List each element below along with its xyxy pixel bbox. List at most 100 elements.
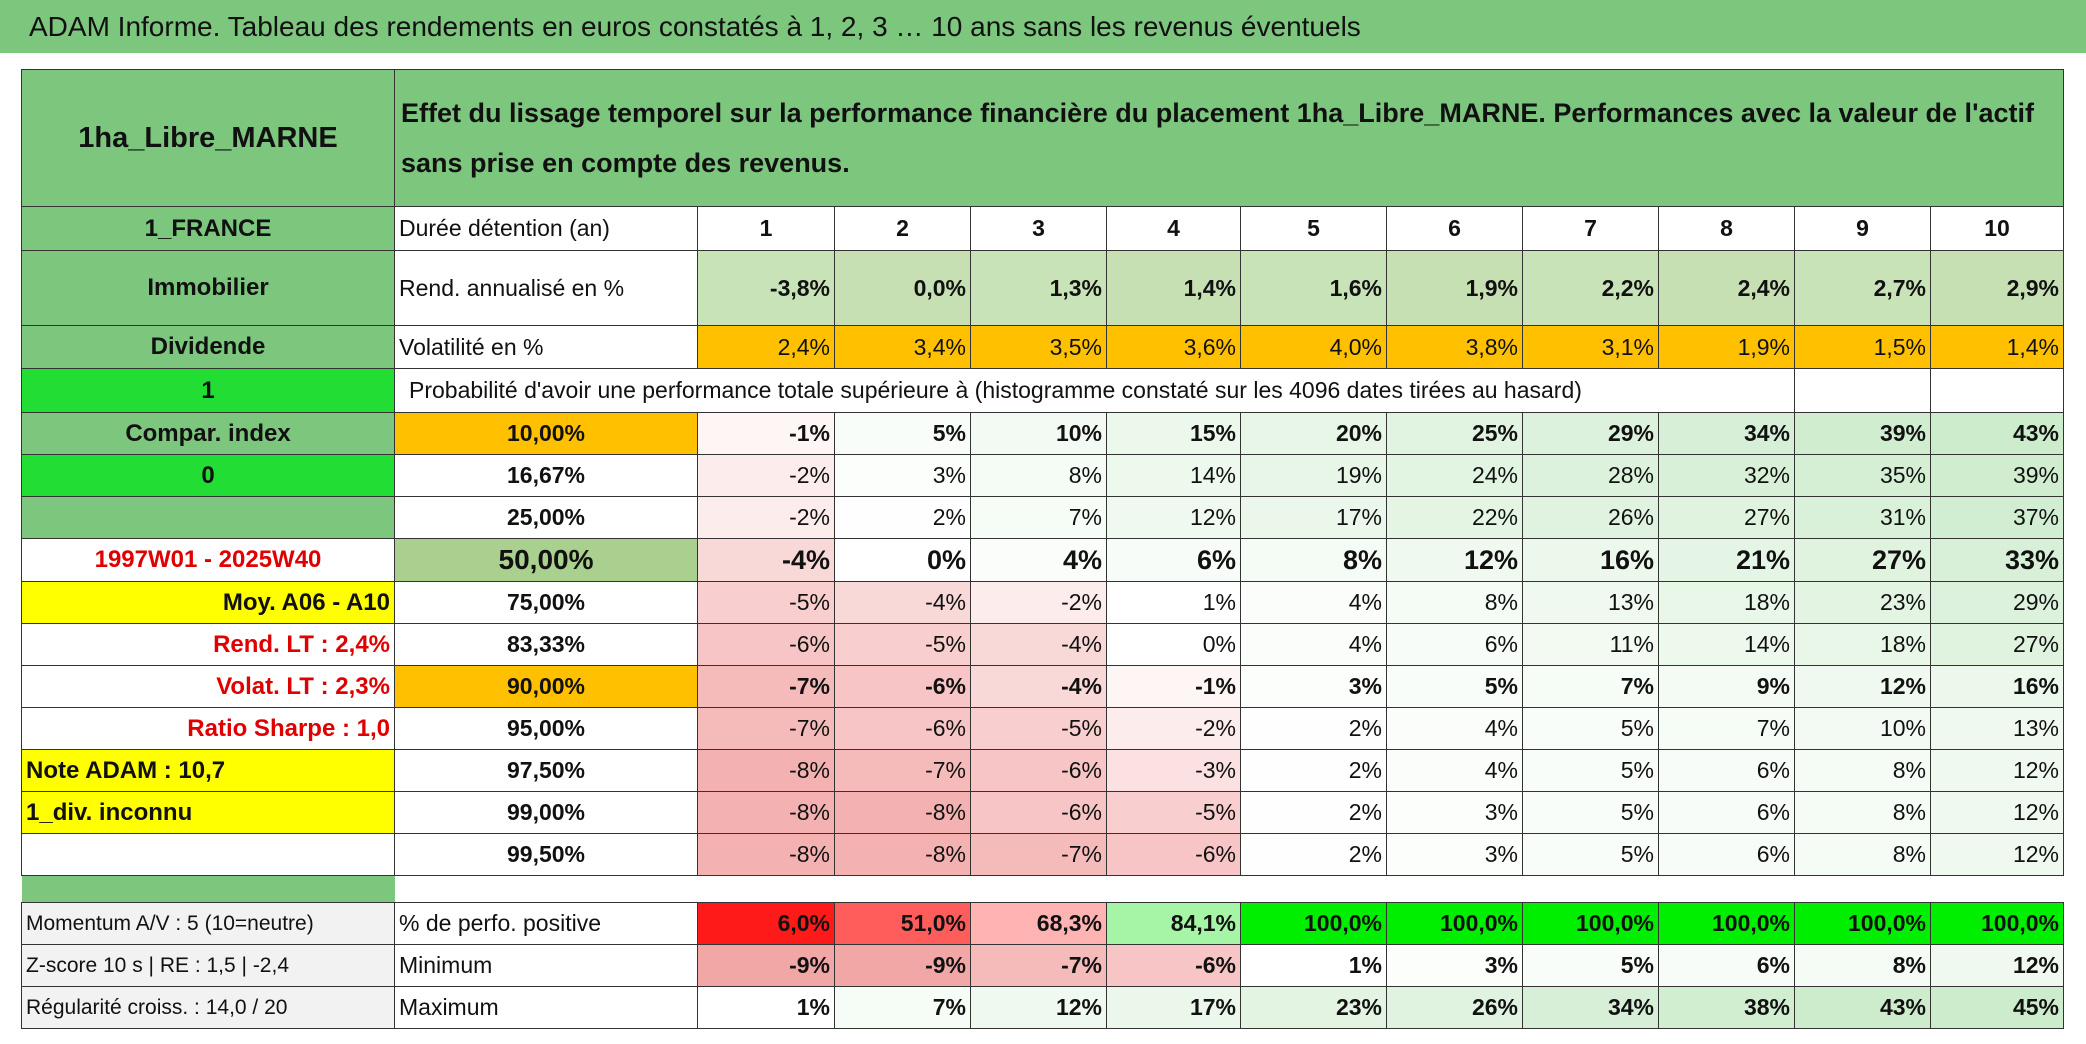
value-cell: -3,8% [697,250,835,326]
spacer [394,875,2064,903]
value-cell: 4% [1240,581,1387,624]
value-cell: 12% [970,986,1107,1029]
table-row: 1997W01 - 2025W40 50,00% -4% 0% 4% 6% 8% 12% 16%… [21,538,2064,582]
value-cell: 7% [970,496,1107,539]
table-frame: 1ha_Libre_MARNE Effet du lissage temporel… [21,69,2064,1029]
value-cell: 8% [970,454,1107,497]
row-label: 95,00% [394,707,698,750]
row-header: Dividende [21,325,395,369]
value-cell: 1,9% [1386,250,1523,326]
value-cell: 4 [1106,206,1241,251]
value-cell: 22% [1386,496,1523,539]
value-cell: 5% [1522,749,1659,792]
value-cell: -9% [834,944,971,987]
value-cell: 6% [1386,623,1523,666]
row-header [21,496,395,539]
value-cell: 7% [1522,665,1659,708]
row-header: 0 [21,454,395,497]
description: Effet du lissage temporel sur la perform… [394,69,2064,207]
value-cell: 8% [1240,538,1387,582]
value-cell: -2% [697,454,835,497]
value-cell: 8% [1794,749,1931,792]
empty-cell [1930,368,2064,413]
value-cell: 43% [1794,986,1931,1029]
value-cell: 37% [1930,496,2064,539]
value-cell: 1,4% [1106,250,1241,326]
value-cell: 45% [1930,986,2064,1029]
row-label: % de perfo. positive [394,902,698,945]
value-cell: 12% [1386,538,1523,582]
value-cell: 3% [834,454,971,497]
value-cell: 2% [1240,749,1387,792]
value-cell: 24% [1386,454,1523,497]
value-cell: 6,0% [697,902,835,945]
value-cell: 10% [970,412,1107,455]
value-cell: 12% [1930,749,2064,792]
value-cell: 9 [1794,206,1931,251]
value-cell: -7% [697,707,835,750]
table-row: Rend. LT : 2,4% 83,33% -6% -5% -4% 0% 4% 6% 11% 1… [21,623,2064,666]
value-cell: 31% [1794,496,1931,539]
row-header: Moy. A06 - A10 [21,581,395,624]
value-cell: -3% [1106,749,1241,792]
title-bar: ADAM Informe. Tableau des rendements en … [0,0,2086,53]
value-cell: 0,0% [834,250,971,326]
row-label: 99,50% [394,833,698,876]
row-header: 1_FRANCE [21,206,395,251]
value-cell: -6% [697,623,835,666]
value-cell: 2% [834,496,971,539]
value-cell: 2,9% [1930,250,2064,326]
row-header: Compar. index [21,412,395,455]
spacer [21,875,395,903]
value-cell: -6% [1106,944,1241,987]
table-row: Note ADAM : 10,7 97,50% -8% -7% -6% -3% 2% 4% 5%… [21,749,2064,792]
value-cell: -8% [834,791,971,834]
value-cell: 1% [1240,944,1387,987]
value-cell: 2,4% [1658,250,1795,326]
value-cell: 8 [1658,206,1795,251]
value-cell: 29% [1522,412,1659,455]
value-cell: 4% [970,538,1107,582]
value-cell: 84,1% [1106,902,1241,945]
value-cell: 10 [1930,206,2064,251]
value-cell: 26% [1522,496,1659,539]
value-cell: 10% [1794,707,1931,750]
table-row: Régularité croiss. : 14,0 / 20 Maximum 1% 7… [21,986,2064,1029]
value-cell: 11% [1522,623,1659,666]
table-row: Immobilier Rend. annualisé en % -3,8% 0,0% 1… [21,250,2064,326]
value-cell: -4% [970,665,1107,708]
table-row: 1_FRANCE Durée détention (an) 1 2 3 4 5 6 7 8 9 10 [21,206,2064,251]
value-cell: -9% [697,944,835,987]
row-header: Immobilier [21,250,395,326]
value-cell: 1,9% [1658,325,1795,369]
row-header: 1997W01 - 2025W40 [21,538,395,582]
value-cell: 13% [1522,581,1659,624]
value-cell: 16% [1930,665,2064,708]
value-cell: 14% [1658,623,1795,666]
value-cell: -7% [834,749,971,792]
value-cell: 33% [1930,538,2064,582]
value-cell: 15% [1106,412,1241,455]
value-cell: 51,0% [834,902,971,945]
value-cell: 100,0% [1240,902,1387,945]
value-cell: 100,0% [1930,902,2064,945]
row-header: Ratio Sharpe : 1,0 [21,707,395,750]
value-cell: 25% [1386,412,1523,455]
value-cell: 6 [1386,206,1523,251]
value-cell: 2,7% [1794,250,1931,326]
value-cell: -1% [1106,665,1241,708]
value-cell: 68,3% [970,902,1107,945]
value-cell: 12% [1930,833,2064,876]
value-cell: -4% [970,623,1107,666]
value-cell: 12% [1794,665,1931,708]
value-cell: 26% [1386,986,1523,1029]
value-cell: 3,5% [970,325,1107,369]
value-cell: 4% [1386,707,1523,750]
value-cell: 12% [1106,496,1241,539]
value-cell: 1,4% [1930,325,2064,369]
row-label: 83,33% [394,623,698,666]
row-header: Note ADAM : 10,7 [21,749,395,792]
value-cell: 16% [1522,538,1659,582]
table-row: 25,00% -2% 2% 7% 12% 17% 22% 26% 27% 31% 37% [21,496,2064,539]
value-cell: 17% [1240,496,1387,539]
